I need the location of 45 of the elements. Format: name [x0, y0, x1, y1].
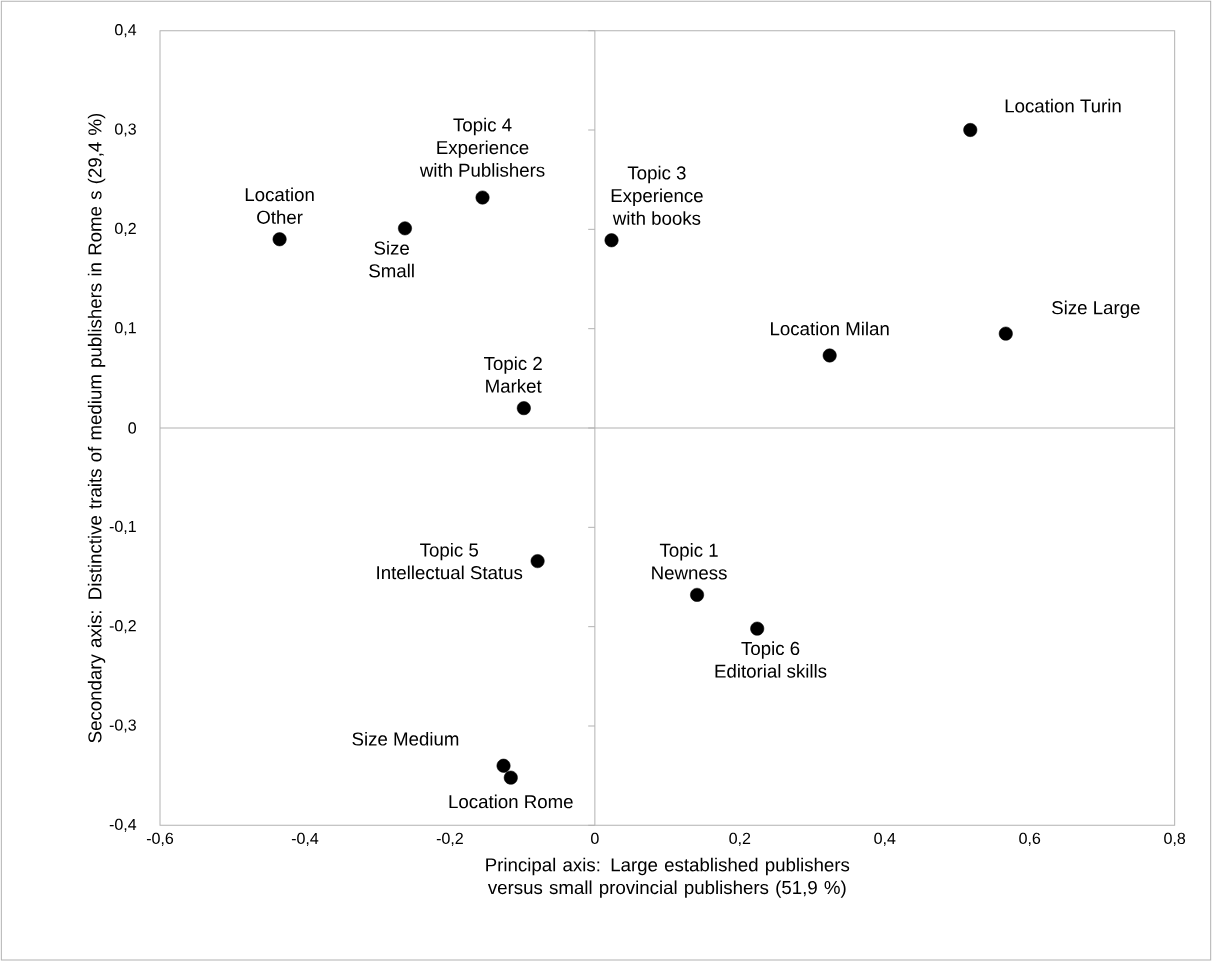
- y-axis-title: Secondary axis: Distinctive traits of medium publishers in Rome s (29,4 %): [87, 113, 106, 743]
- annotation: Topic 2 Market: [484, 356, 542, 393]
- annotation: Topic 3 Experience with books: [611, 165, 703, 225]
- point: [530, 554, 545, 568]
- y-tick-label: 0,2: [115, 222, 136, 236]
- point: [963, 122, 978, 137]
- annotation: Topic 1 Newness: [652, 542, 727, 580]
- point: [516, 401, 531, 415]
- annotation: Location Turin: [1005, 98, 1121, 113]
- point: [822, 348, 837, 363]
- y-tick-label: -0,4: [109, 818, 137, 832]
- point: [496, 758, 511, 773]
- y-tick-label: 0: [128, 422, 137, 434]
- x-tick-label: 0: [591, 832, 599, 844]
- point: [272, 232, 287, 247]
- point: [604, 233, 619, 248]
- y-tick-label: -0,1: [109, 520, 136, 534]
- x-tick-label: -0,4: [291, 832, 319, 846]
- point: [750, 621, 765, 636]
- annotation: Location Milan: [771, 321, 889, 336]
- y-tick-label: -0,3: [109, 719, 136, 733]
- annotation: Location Rome: [449, 794, 573, 809]
- point: [503, 770, 518, 785]
- x-axis-title: Principal axis: Large established publishers versus small provincial publishers (51,9 %): [486, 857, 850, 898]
- point: [475, 190, 490, 205]
- point: [398, 221, 412, 236]
- x-tick-label: 0,8: [1164, 832, 1186, 846]
- x-tick-label: 0,4: [874, 832, 896, 846]
- y-tick-label: 0,3: [115, 123, 136, 137]
- point: [998, 326, 1013, 341]
- y-tick-label: 0,4: [115, 23, 137, 38]
- x-tick-label: 0,6: [1019, 832, 1041, 846]
- annotation: Location Other: [245, 187, 314, 224]
- y-tick-label: -0,2: [109, 619, 136, 634]
- annotation: Size Medium: [352, 731, 459, 746]
- annotation: Topic 6 Editorial skills: [715, 641, 827, 678]
- y-tick-label: 0,1: [115, 321, 136, 336]
- x-tick-label: 0,2: [729, 832, 751, 846]
- annotation: Topic 4 Experience with Publishers: [419, 117, 545, 177]
- x-tick-label: -0,2: [436, 832, 463, 846]
- annotation: Size Large: [1052, 300, 1140, 318]
- annotation: Size Small: [369, 240, 414, 278]
- annotation: Topic 5 Intellectual Status: [377, 542, 523, 580]
- point: [690, 587, 704, 602]
- x-tick-label: -0,6: [146, 832, 174, 846]
